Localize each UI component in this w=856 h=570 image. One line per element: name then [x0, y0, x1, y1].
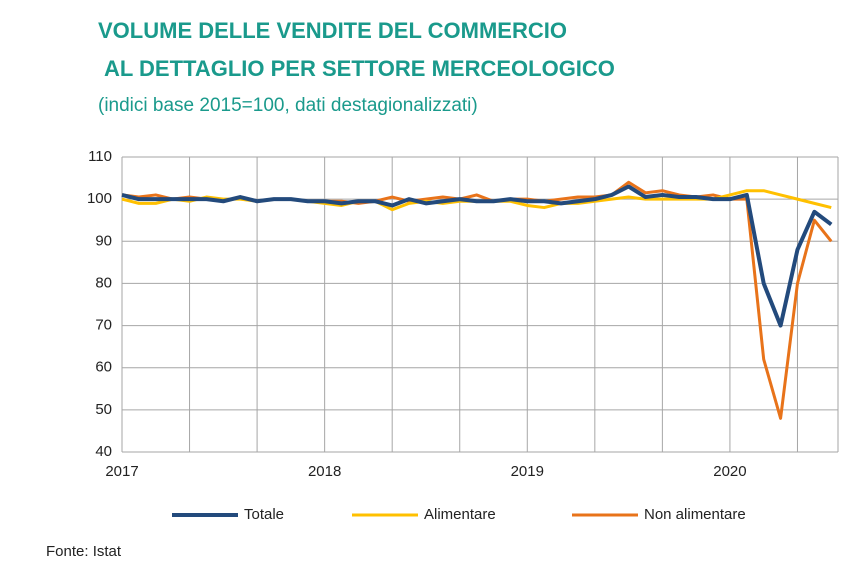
chart-title-line2: AL DETTAGLIO PER SETTORE MERCEOLOGICO: [104, 56, 615, 81]
chart-subtitle: (indici base 2015=100, dati destagionali…: [98, 95, 478, 116]
x-tick-label: 2018: [308, 463, 341, 480]
chart-title: VOLUME DELLE VENDITE DEL COMMERCIO: [98, 18, 567, 43]
x-tick-label: 2017: [105, 463, 138, 480]
x-tick-label: 2020: [713, 463, 746, 480]
legend-label: Alimentare: [424, 506, 496, 523]
y-tick-label: 80: [95, 274, 112, 291]
y-tick-label: 90: [95, 232, 112, 249]
series-line: [121, 180, 833, 420]
legend-label: Totale: [244, 506, 284, 523]
y-tick-label: 100: [87, 190, 112, 207]
source-note: Fonte: Istat: [46, 543, 122, 560]
x-tick-label: 2019: [511, 463, 544, 480]
y-tick-label: 110: [88, 148, 112, 165]
y-tick-label: 60: [95, 359, 112, 376]
legend-label: Non alimentare: [644, 506, 746, 523]
y-tick-label: 50: [95, 401, 112, 418]
y-tick-label: 70: [95, 317, 112, 334]
series-line: [121, 184, 833, 328]
y-tick-label: 40: [95, 443, 112, 460]
